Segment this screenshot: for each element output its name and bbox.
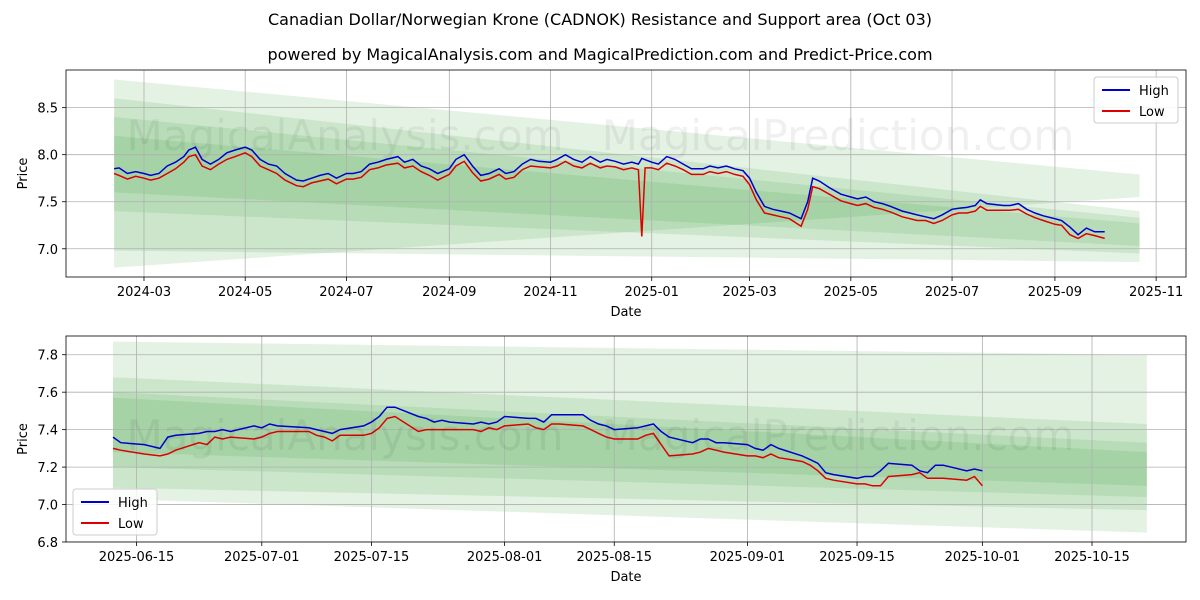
plot-frame	[65, 69, 1187, 278]
watermark-text: MagicalAnalysis.com	[127, 111, 564, 160]
watermark-text: MagicalPrediction.com	[602, 411, 1075, 460]
x-axis-label: Date	[610, 305, 641, 320]
x-tick-label: 2025-10-15	[1054, 550, 1130, 565]
x-axis-label: Date	[610, 570, 641, 585]
plot-area	[66, 336, 1186, 542]
series-line-low	[112, 415, 983, 487]
x-tick-label: 2025-05	[824, 285, 878, 300]
chart-panel-1: 2024-03 2024-05 2024-07 2024-09 2024-11 2025-…	[16, 69, 1187, 320]
x-tick-label: 2025-06-15	[99, 550, 175, 565]
y-tick-label: 7.6	[37, 386, 58, 401]
legend-label-high: High	[1139, 84, 1169, 99]
plot-frame	[65, 335, 1187, 543]
support-resistance-band	[114, 98, 1140, 262]
y-tick-label: 7.8	[37, 349, 58, 364]
x-tick-label: 2024-07	[319, 285, 373, 300]
x-tick-label: 2024-05	[218, 285, 272, 300]
y-axis-label: Price	[16, 158, 31, 190]
y-tick-label: 7.2	[37, 461, 58, 476]
series-line-low	[113, 151, 1105, 240]
y-tick-label: 6.8	[37, 536, 58, 551]
y-tick-label: 7.0	[37, 243, 58, 258]
x-tick-label: 2025-09-15	[819, 550, 895, 565]
x-tick-label: 2025-08-15	[576, 550, 652, 565]
legend-label-low: Low	[118, 517, 144, 532]
series-line-high	[112, 406, 983, 480]
x-tick-label: 2025-11	[1129, 285, 1183, 300]
y-tick-label: 7.5	[37, 196, 58, 211]
y-tick-label: 7.4	[37, 424, 58, 439]
chart-title: Canadian Dollar/Norwegian Krone (CADNOK)…	[267, 10, 933, 29]
chart-panel-2: 2025-06-15 2025-07-01 2025-07-15 2025-08-01…	[16, 335, 1187, 585]
x-tick-label: 2025-07-01	[224, 550, 300, 565]
y-axis-label: Price	[16, 423, 31, 455]
x-tick-label: 2025-07-15	[334, 550, 410, 565]
y-tick-label: 7.0	[37, 499, 58, 514]
x-tick-label: 2024-11	[523, 285, 577, 300]
support-resistance-band	[114, 79, 1140, 268]
legend-label-high: High	[118, 496, 148, 511]
y-tick-label: 8.0	[37, 149, 58, 164]
x-tick-label: 2025-03	[722, 285, 776, 300]
support-resistance-band	[114, 117, 1140, 254]
series-line-high	[113, 146, 1105, 236]
chart-subtitle: powered by MagicalAnalysis.com and Magic…	[267, 45, 933, 64]
legend-label-low: Low	[1139, 105, 1165, 120]
plot-area	[66, 70, 1186, 277]
legend: High Low	[1093, 76, 1179, 124]
x-tick-label: 2025-08-01	[467, 550, 543, 565]
watermark-text: MagicalAnalysis.com	[127, 411, 564, 460]
x-tick-label: 2024-09	[422, 285, 476, 300]
x-tick-label: 2025-10-01	[945, 550, 1021, 565]
x-tick-label: 2025-01	[625, 285, 679, 300]
watermark-text: MagicalPrediction.com	[602, 111, 1075, 160]
x-tick-label: 2025-07	[925, 285, 979, 300]
x-tick-label: 2025-09	[1028, 285, 1082, 300]
y-tick-label: 8.5	[37, 102, 58, 117]
x-tick-label: 2024-03	[117, 285, 171, 300]
legend: High Low	[72, 488, 158, 536]
x-tick-label: 2025-09-01	[710, 550, 786, 565]
